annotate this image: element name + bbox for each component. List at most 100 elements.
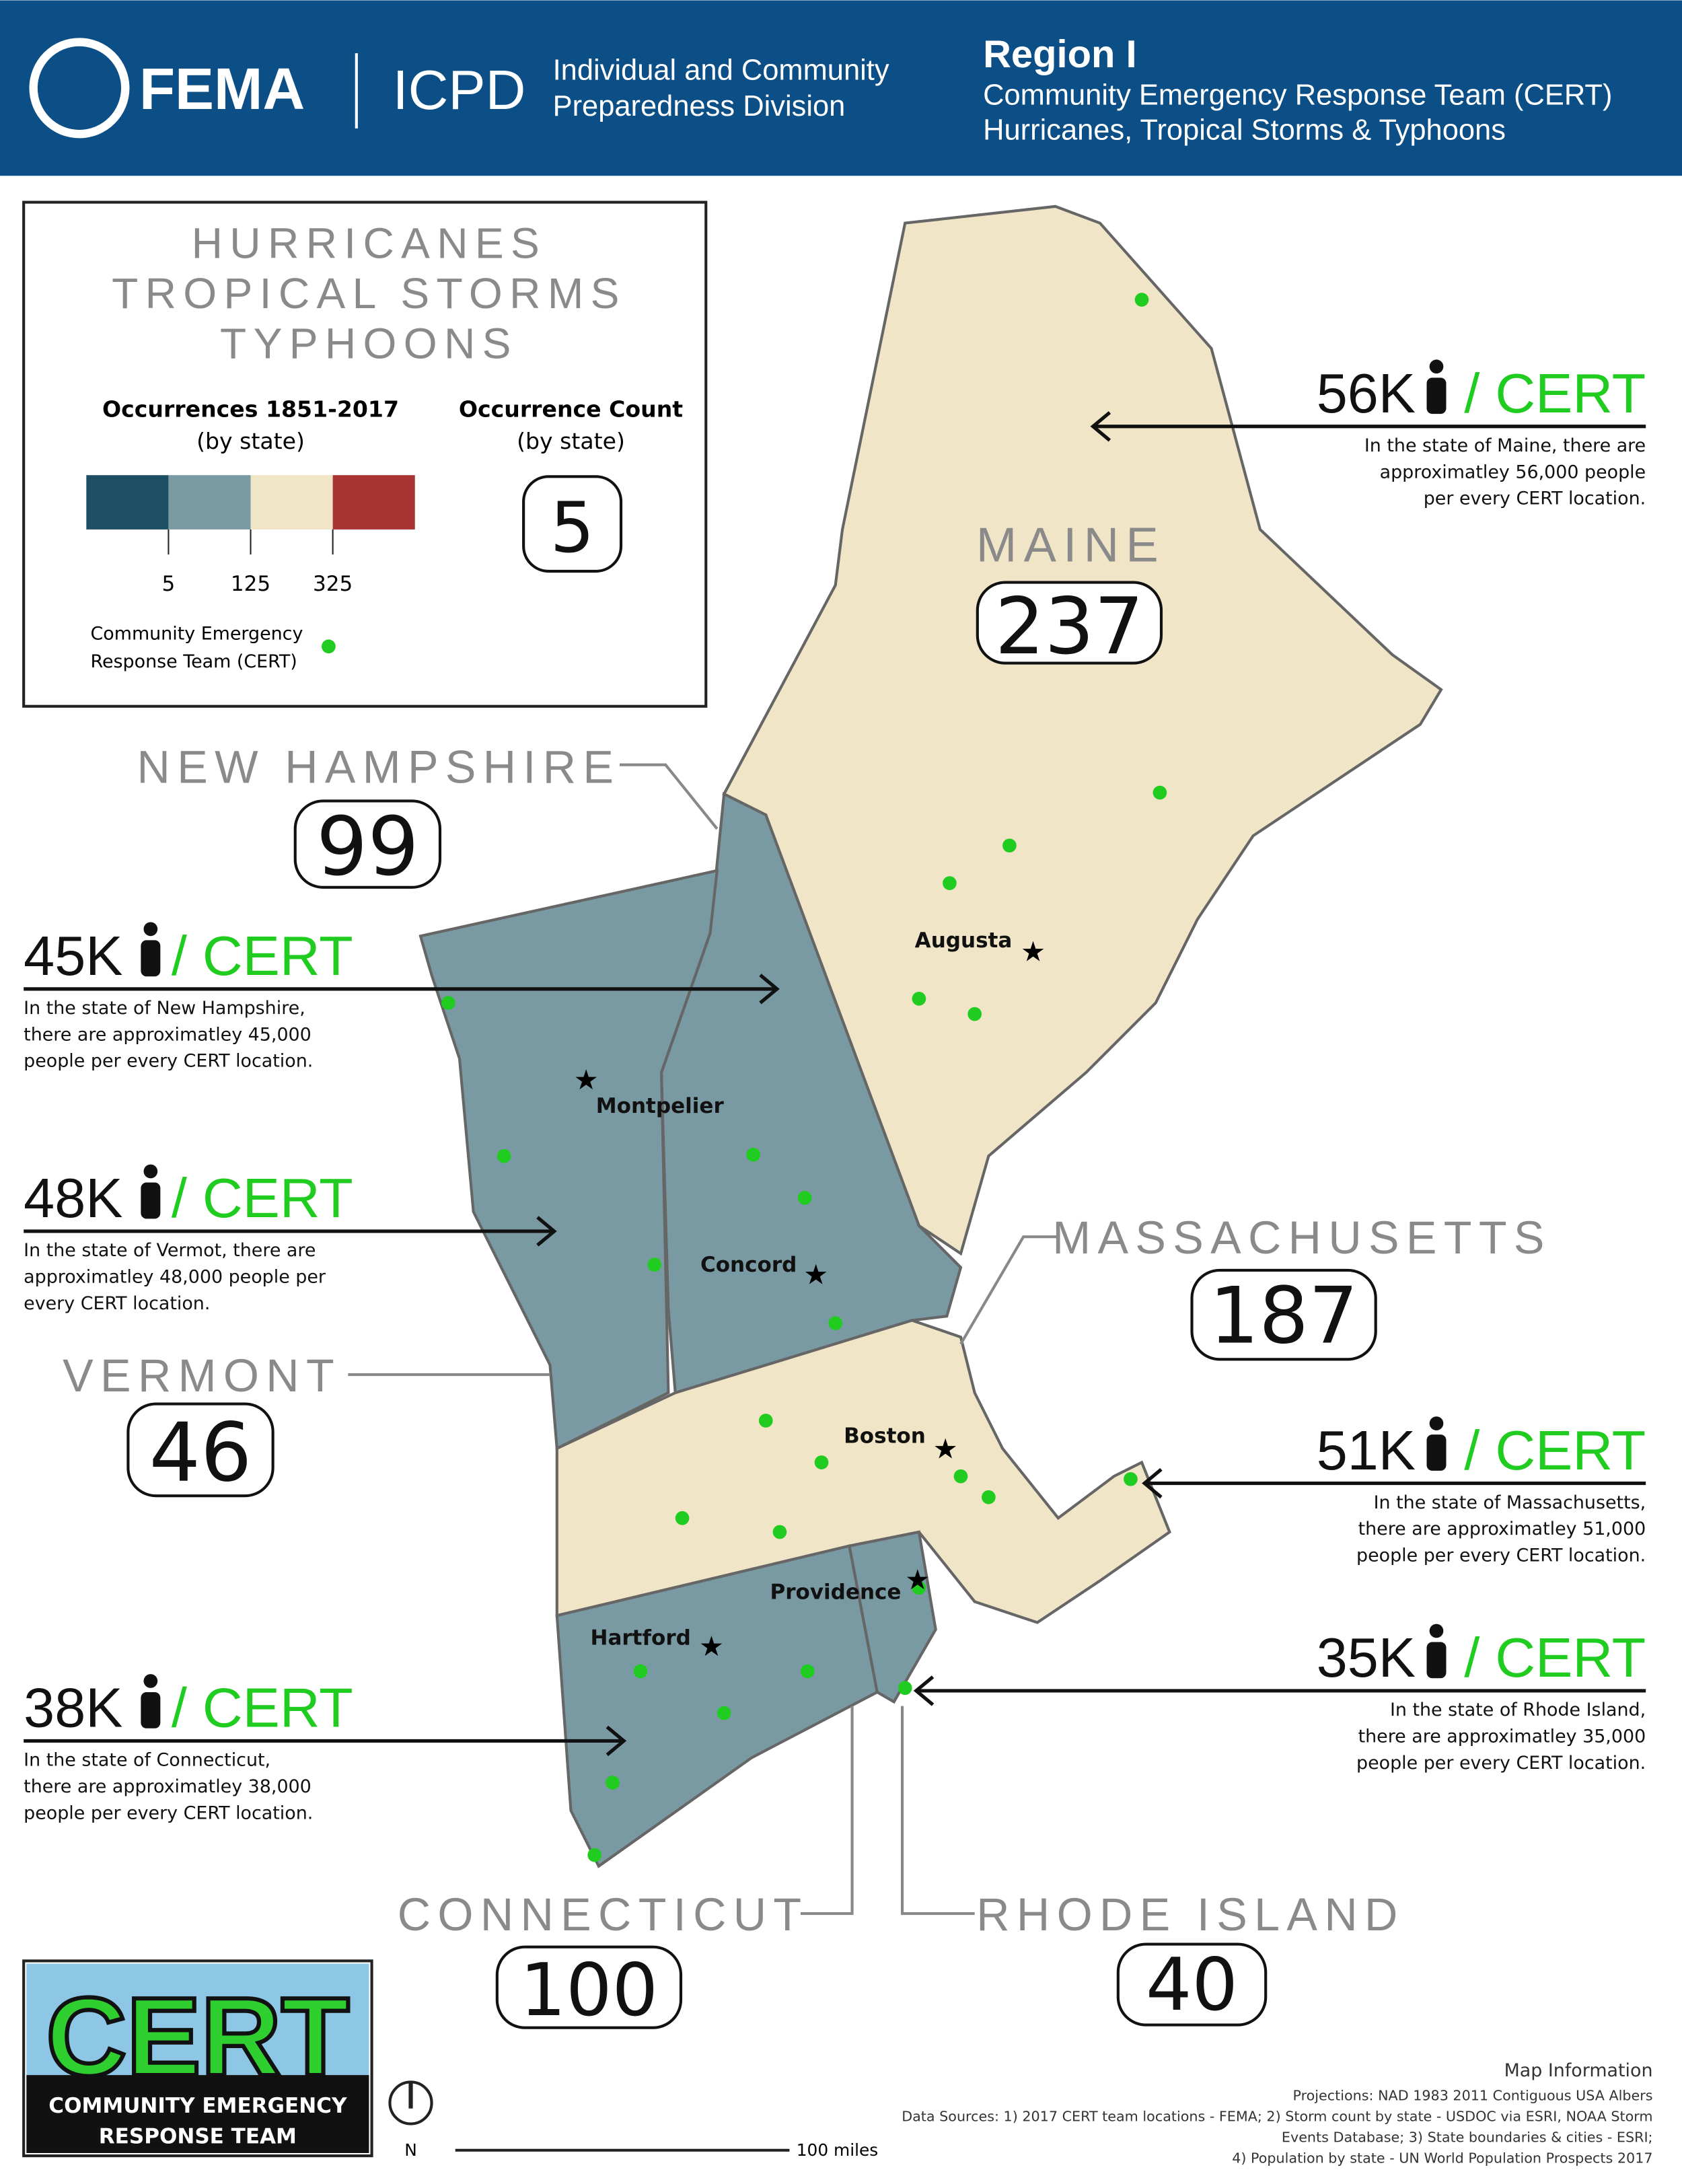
cert-ratio-per: / CERT: [1464, 362, 1646, 425]
division-name: Preparedness Division: [553, 90, 846, 122]
callout-description: In the state of Vermot, there are: [24, 1240, 316, 1261]
legend-label: Occurrence Count: [459, 396, 683, 422]
legend-label: (by state): [196, 428, 305, 454]
state-name: RHODE ISLAND: [976, 1889, 1404, 1940]
cert-dot: [633, 1664, 648, 1679]
callouts: / CERT 56K In the state of Maine, there ar…: [24, 359, 1646, 1823]
legend-box: [22, 201, 708, 708]
division-name: Individual and Community: [553, 54, 889, 86]
legend-title: TYPHOONS: [220, 319, 518, 367]
legend-tick-label: 5: [162, 572, 176, 596]
count-badge: [522, 475, 623, 573]
callout-arrowhead: [606, 1725, 627, 1757]
map-info-line: Data Sources: 1) 2017 CERT team location…: [902, 2108, 1652, 2124]
callout-description: In the state of New Hampshire,: [24, 998, 305, 1019]
cert-dot: [814, 1455, 829, 1469]
legend-swatch: [332, 475, 415, 530]
person-icon: [1429, 1416, 1444, 1430]
capital-star: ★: [1021, 935, 1046, 968]
cert-dot: [587, 1848, 602, 1862]
cert-ratio: 38K: [24, 1677, 122, 1739]
cert-ratio: 48K: [24, 1167, 122, 1229]
cert-dot: [758, 1414, 773, 1428]
capital-star: ★: [905, 1564, 930, 1596]
legend-cert-label: Response Team (CERT): [91, 651, 297, 672]
cert-dot: [1153, 785, 1167, 800]
leader: [619, 763, 719, 830]
city-label: Providence: [770, 1580, 901, 1604]
legend-title: TROPICAL STORMS: [112, 269, 626, 318]
leader: [900, 1706, 975, 1916]
leader: [800, 1706, 854, 1916]
cert-dot: [982, 1490, 996, 1504]
cert-dot: [797, 1190, 812, 1205]
count-badge: [126, 1402, 275, 1498]
person-icon: [1426, 1642, 1447, 1679]
cert-ratio: 51K: [1317, 1419, 1416, 1482]
cert-dot: [1134, 293, 1149, 307]
legend-tick-label: 125: [231, 572, 270, 596]
cert-dot: [898, 1681, 912, 1696]
cert-ratio-per: / CERT: [172, 1167, 353, 1229]
state-count: 187: [1210, 1271, 1358, 1362]
cert-dot: [967, 1007, 982, 1021]
legend-title: HURRICANES: [192, 219, 547, 267]
cert-ratio-per: / CERT: [1464, 1419, 1646, 1482]
callout-description: In the state of Connecticut,: [24, 1750, 270, 1771]
person-icon: [143, 1164, 158, 1179]
states: [418, 205, 1443, 1868]
person-icon: [141, 940, 161, 977]
cert-dot: [912, 991, 926, 1006]
callout-arrowhead: [759, 974, 780, 1005]
capital-star: ★: [699, 1630, 724, 1663]
cert-dot: [772, 1525, 787, 1539]
state-count: 46: [149, 1406, 252, 1500]
count-badge: [495, 1945, 683, 2029]
cert-ratio: 35K: [1317, 1626, 1416, 1689]
callout-description: there are approximatley 35,000: [1358, 1726, 1646, 1747]
count-badge: [1190, 1268, 1377, 1361]
state-count: 40: [1146, 1943, 1238, 2027]
callout-arrowhead: [536, 1216, 557, 1247]
callout-description: people per every CERT location.: [24, 1803, 313, 1823]
cert-dot: [746, 1147, 760, 1162]
region: Region I: [983, 33, 1137, 76]
person-icon: [141, 1691, 161, 1728]
callout-arrowhead: [913, 1675, 935, 1706]
count-badge: [293, 799, 442, 889]
count-badge: [976, 581, 1163, 665]
map-info-line: Projections: NAD 1983 2011 Contiguous US…: [1292, 2087, 1652, 2103]
state-rhode-island: [848, 1530, 937, 1704]
dhs-seal-inner: [37, 46, 122, 130]
cert-locations: [441, 293, 1167, 1862]
callout-description: approximatley 48,000 people per: [24, 1267, 326, 1288]
callout-description: people per every CERT location.: [24, 1051, 313, 1072]
subtitle: Hurricanes, Tropical Storms & Typhoons: [983, 114, 1506, 146]
north-arrow: [388, 2080, 433, 2125]
person-icon: [141, 1182, 161, 1219]
person-icon: [143, 922, 158, 937]
callout-description: In the state of Maine, there are: [1364, 435, 1646, 456]
city-label: Boston: [844, 1424, 926, 1449]
callout-description: In the state of Rhode Island,: [1390, 1700, 1646, 1720]
north-label: N: [404, 2140, 417, 2160]
city-label: Montpelier: [596, 1094, 725, 1118]
callout-description: people per every CERT location.: [1356, 1753, 1646, 1774]
legend-swatch: [250, 475, 333, 530]
state-count: 100: [520, 1949, 658, 2033]
callout-arrowhead: [1142, 1467, 1163, 1499]
capital-star: ★: [933, 1432, 958, 1465]
cert-dot: [828, 1316, 843, 1330]
count-badges: [126, 581, 1377, 2029]
state-count: 99: [316, 801, 419, 894]
map-info-line: Events Database; 3) State boundaries & c…: [1282, 2129, 1653, 2145]
scale-label: 100 miles: [797, 2140, 878, 2160]
capital-star: ★: [574, 1064, 599, 1096]
capitals: ★ ★ ★ ★ ★ ★: [574, 935, 1046, 1663]
cert-dot: [441, 996, 455, 1010]
logo-text: COMMUNITY EMERGENCY: [48, 2094, 347, 2118]
cert-ratio-per: / CERT: [172, 1677, 353, 1739]
cert-dot: [953, 1469, 968, 1484]
capital-star: ★: [803, 1259, 828, 1291]
